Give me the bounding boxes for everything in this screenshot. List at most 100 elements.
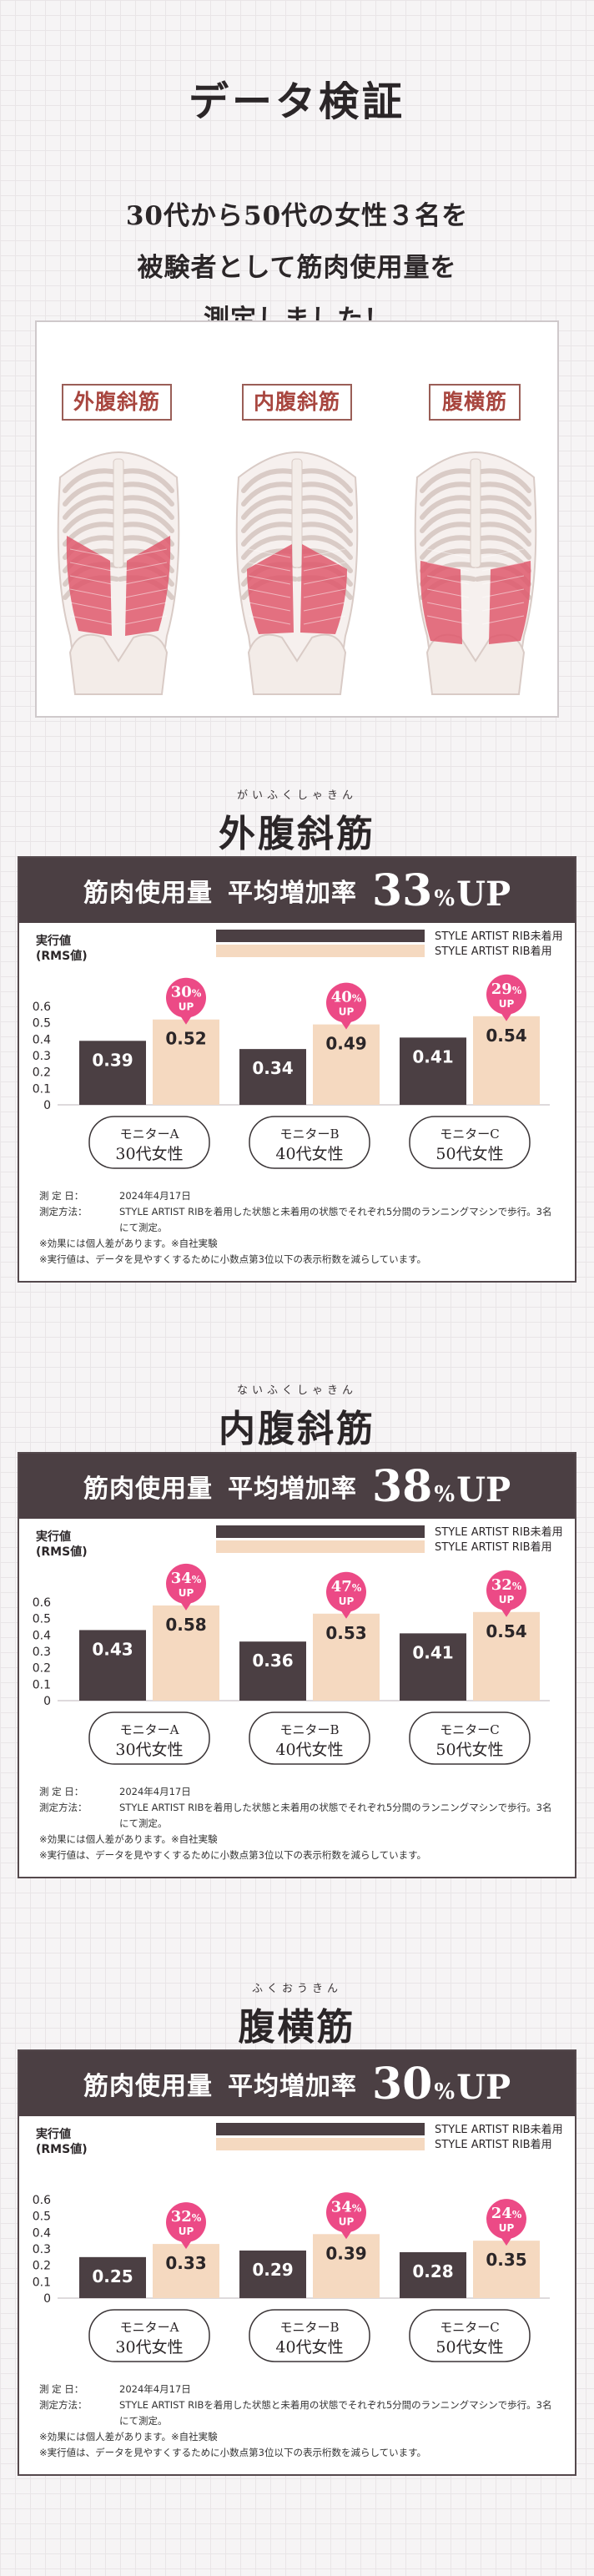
rib-bone: [63, 481, 119, 507]
badge-value: 30: [171, 984, 192, 1001]
section-title-block: がいふくしゃきん 外腹斜筋: [0, 786, 594, 857]
muscle-label-external-oblique: 外腹斜筋: [62, 384, 172, 421]
increase-badge: [486, 974, 526, 1015]
bar-value-label: 0.35: [486, 2250, 526, 2270]
rib-bone: [118, 495, 174, 520]
intro-text: 30代から50代の女性３名を 被験者として筋肉使用量を 測定しました！: [0, 190, 594, 345]
badge-pct-sign: %: [192, 2212, 202, 2224]
bar-with: [473, 1611, 540, 1701]
y-tick-label: 0.4: [33, 1033, 51, 1046]
bar-value-label: 0.28: [412, 2261, 453, 2281]
note-date-key: 測 定 日：: [39, 1786, 84, 1797]
rib-bone: [475, 522, 531, 547]
bar-value-label: 0.41: [412, 1642, 453, 1662]
increase-badge: [486, 1570, 526, 1611]
card-header: 筋肉使用量 平均増加率 38 % UP: [19, 1454, 575, 1519]
category-name: モニターB: [279, 2320, 339, 2335]
card-header: 筋肉使用量 平均増加率 33 % UP: [19, 858, 575, 923]
legend-label: STYLE ARTIST RIB着用: [435, 2138, 552, 2151]
section-title: 外腹斜筋: [219, 813, 375, 855]
category-name: モニターA: [120, 1722, 179, 1737]
rib-bone: [420, 481, 476, 507]
y-tick-label: 0.5: [33, 2211, 51, 2224]
bar-without: [79, 1041, 146, 1105]
y-tick-label: 0.4: [33, 2226, 51, 2240]
category-name: モニターA: [120, 2320, 179, 2335]
badge-pct-sign: %: [512, 1580, 522, 1592]
y-tick-label: 0.6: [33, 1596, 51, 1610]
bar-value-label: 0.29: [252, 2260, 293, 2280]
bar-value-label: 0.39: [325, 2243, 366, 2263]
rib-bone: [420, 495, 476, 520]
y-tick-label: 0.1: [33, 2276, 51, 2289]
y-axis-label: 実行値: [36, 1530, 71, 1544]
increase-badge: [166, 977, 206, 1018]
legend-swatch: [216, 1525, 425, 1538]
bar-chart: 実行値(RMS値) STYLE ARTIST RIB未着用 STYLE ARTIST…: [33, 2123, 563, 2362]
section-title-block: ふくおうきん 腹横筋: [0, 1979, 594, 2050]
chart-notes: 測 定 日： 2024年4月17日 測定方法： STYLE ARTIST RIBを着…: [19, 1784, 575, 1877]
legend-swatch: [216, 2138, 425, 2150]
category-pill: [249, 1116, 370, 1169]
rib-bone: [241, 481, 298, 507]
y-axis-label: (RMS値): [36, 2142, 88, 2156]
badge-up: UP: [179, 1001, 194, 1013]
badge-value: 34: [171, 1570, 192, 1587]
badge-value: 47: [331, 1578, 352, 1596]
rib-bone: [296, 535, 353, 560]
bar-without: [239, 2250, 306, 2298]
bar-with: [313, 1613, 380, 1701]
y-axis-label: 実行値: [36, 2127, 71, 2141]
increase-badge: [166, 1563, 206, 1604]
y-tick-label: 0.5: [33, 1613, 51, 1626]
bar-value-label: 0.54: [486, 1621, 526, 1641]
badge-value: 32: [171, 2208, 192, 2226]
torso-illustration-external-oblique: [57, 451, 180, 695]
y-tick-label: 0.4: [33, 1629, 51, 1642]
bar-value-label: 0.25: [92, 2266, 133, 2286]
rib-bone: [420, 508, 476, 533]
legend-label: STYLE ARTIST RIB着用: [435, 1540, 552, 1554]
rib-bone: [296, 468, 353, 493]
torso-illustration-internal-oblique: [235, 451, 359, 695]
increase-badge: [486, 2199, 526, 2240]
badge-percent: 32%: [491, 1576, 522, 1594]
rib-bone: [475, 495, 531, 520]
category-name: モニターB: [279, 1722, 339, 1737]
rib-bone: [118, 508, 174, 533]
y-axis-label: (RMS値): [36, 949, 88, 963]
category-age: 30代女性: [115, 1145, 183, 1163]
rib-bone: [475, 535, 531, 560]
bar-value-label: 0.49: [325, 1034, 366, 1054]
bar-value-label: 0.52: [165, 1029, 206, 1049]
badge-pct-sign: %: [192, 988, 202, 1000]
badge-percent: 24%: [491, 2205, 522, 2222]
badge-percent: 30%: [171, 984, 202, 1001]
rib-bone: [241, 495, 298, 520]
note-effect: ※効果には個人差があります。※自社実験: [39, 1238, 218, 1249]
header-pct: %: [434, 2079, 456, 2105]
chart-notes: 測 定 日： 2024年4月17日 測定方法： STYLE ARTIST RIBを着…: [19, 2382, 575, 2474]
bar-without: [239, 1049, 306, 1105]
highlighted-muscle: [420, 548, 531, 644]
rib-bone: [475, 468, 531, 493]
rib-bone: [420, 535, 476, 560]
y-tick-label: 0.2: [33, 2260, 51, 2273]
rib-bone: [296, 522, 353, 547]
header-label: 筋肉使用量: [83, 2072, 213, 2101]
legend-swatch: [216, 2123, 425, 2135]
category-age: 40代女性: [275, 1145, 343, 1163]
category-pill: [88, 1116, 210, 1169]
header-value: 33: [371, 865, 433, 916]
header-avg-label: 平均増加率: [227, 2072, 357, 2101]
intro-line: 30代から50代の女性３名を: [125, 201, 469, 231]
increase-badge: [326, 1571, 366, 1612]
badge-pct-sign: %: [512, 985, 522, 996]
bar-with: [473, 2241, 540, 2298]
category-age: 30代女性: [115, 2338, 183, 2357]
section-ruby: ふくおうきん: [251, 1983, 342, 1995]
badge-up: UP: [499, 998, 515, 1010]
category-pill: [409, 2309, 531, 2362]
category-age: 30代女性: [115, 1741, 183, 1759]
header-pct: %: [434, 885, 456, 911]
